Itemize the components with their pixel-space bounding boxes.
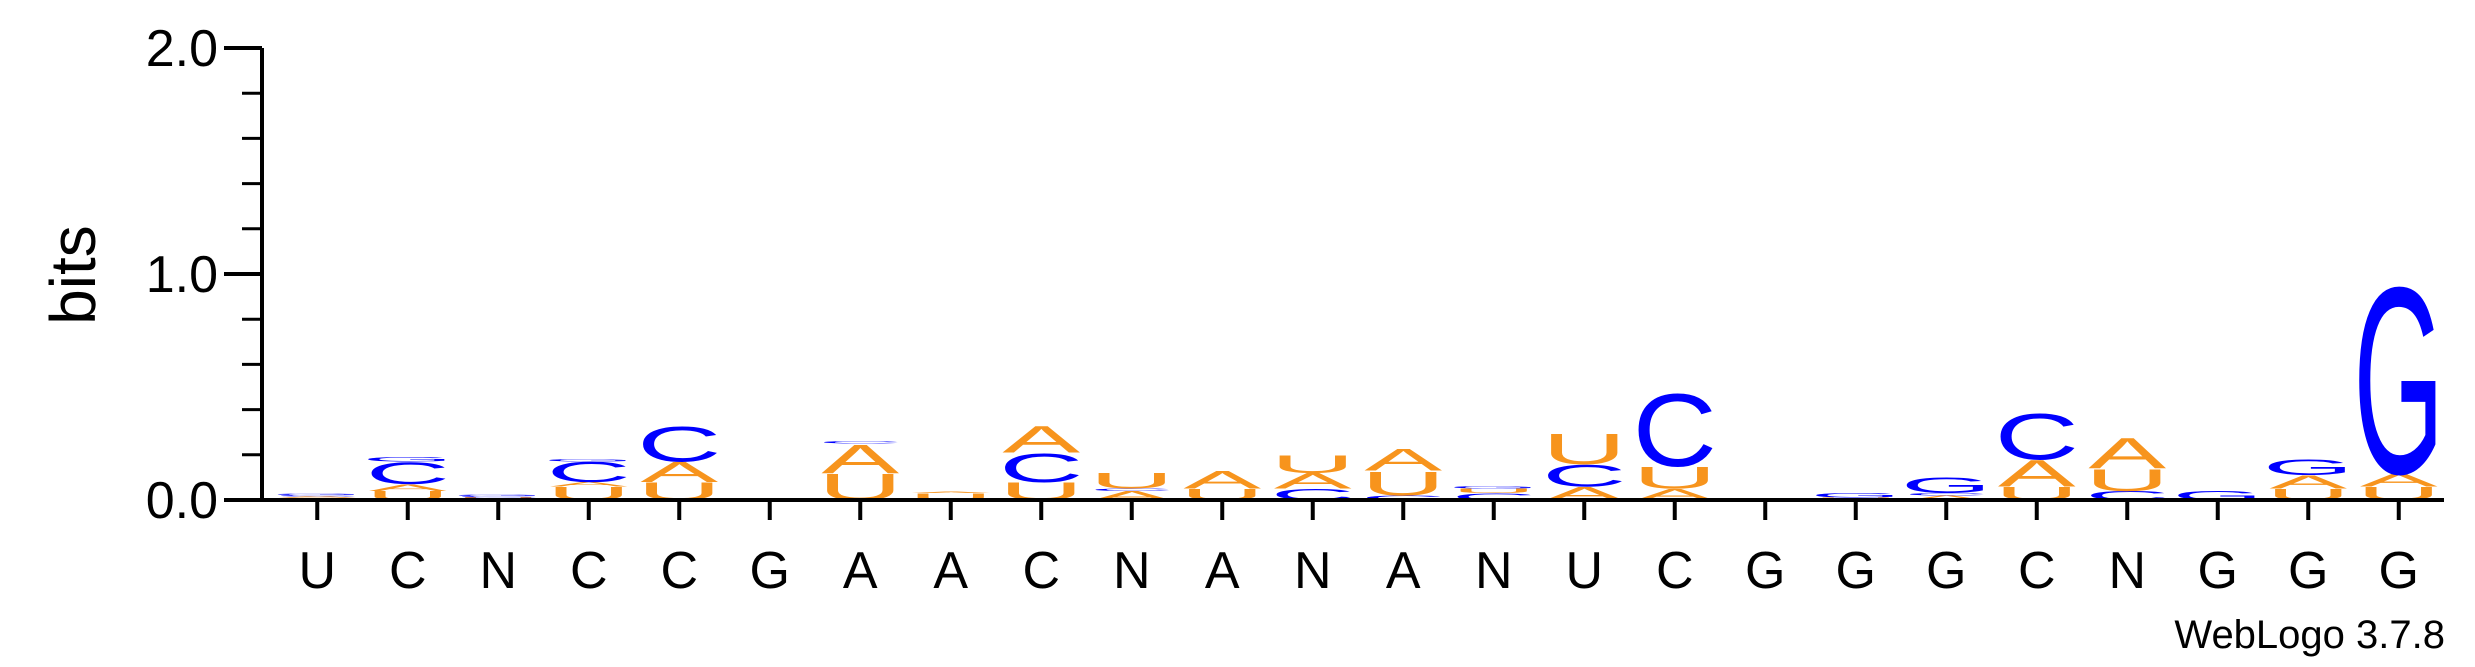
logo-letter-a: A [640, 456, 718, 488]
logo-letter-a: A [1183, 466, 1262, 494]
logo-letter-g: G [1901, 473, 1992, 498]
position-label: U [298, 542, 336, 600]
logo-letter-c: C [637, 417, 721, 473]
logo-letter-c: C [1542, 459, 1626, 494]
y-axis-title: bits [37, 225, 109, 325]
logo-letter-c: C [456, 496, 540, 498]
position-label: N [1294, 542, 1332, 600]
logo-letter-a: A [2360, 469, 2438, 490]
logo-letter-c: C [818, 441, 902, 444]
y-tick-label: 2.0 [146, 20, 218, 78]
logo-letter-c: C [999, 445, 1083, 491]
logo-letter-g: G [453, 495, 544, 497]
logo-letter-u: U [909, 491, 993, 502]
logo-letter-c: C [547, 456, 631, 488]
logo-letter-c: C [1904, 493, 1988, 496]
y-tick-label: 0.0 [146, 472, 218, 530]
logo-stacks: UACGUACGAUCGUACGUACGCUACUAUCAACUUACAUCUA… [272, 232, 2444, 530]
logo-letter-a: A [1274, 469, 1352, 494]
logo-letter-c: C [1090, 488, 1174, 491]
logo-letter-u: U [2085, 463, 2169, 498]
position-label: N [2108, 542, 2146, 600]
logo-letter-g: G [1810, 492, 1901, 499]
position-label: C [1656, 542, 1694, 600]
logo-letter-u: U [1633, 461, 1717, 496]
logo-letter-a: A [278, 496, 356, 499]
position-label: G [1745, 542, 1785, 600]
position-label: C [660, 542, 698, 600]
logo-letter-a: A [1907, 494, 1985, 501]
logo-letter-a: A [369, 482, 448, 493]
position-label: G [1836, 542, 1876, 600]
position-label: G [2379, 542, 2419, 600]
position-label: C [570, 542, 608, 600]
logo-letter-g: G [2353, 232, 2444, 530]
position-label: G [2198, 542, 2238, 600]
logo-letter-g: G [2263, 455, 2354, 480]
logo-letter-a: A [550, 481, 628, 488]
logo-letter-g: G [362, 456, 453, 463]
position-label: A [1386, 542, 1421, 600]
logo-letter-u: U [1361, 465, 1445, 504]
logo-letter-c: C [1995, 400, 2079, 474]
position-label: N [1113, 542, 1151, 600]
logo-letter-a: A [912, 492, 990, 494]
position-label: G [750, 542, 790, 600]
logo-letter-c: C [366, 456, 450, 491]
logo-letter-u: U [1090, 469, 1174, 494]
y-tick-label: 1.0 [146, 246, 218, 304]
position-label: A [1205, 542, 1240, 600]
position-label: C [2018, 542, 2056, 600]
position-label: A [843, 542, 878, 600]
logo-letter-c: C [1633, 373, 1717, 488]
logo-letter-g: G [543, 459, 634, 462]
logo-letter-c: C [275, 495, 359, 497]
logo-letter-g: G [1448, 486, 1539, 489]
y-ticks: 0.0 1.0 2.0 [146, 20, 262, 530]
logo-letter-a: A [1002, 419, 1080, 461]
weblogo-credit: WebLogo 3.7.8 [2174, 613, 2445, 657]
logo-letter-a: A [2269, 472, 2347, 493]
logo-letter-c: C [1452, 491, 1536, 502]
logo-letter-g: G [272, 494, 363, 496]
logo-letter-a: A [1364, 443, 1442, 478]
position-label: C [1022, 542, 1060, 600]
logo-letter-a: A [2088, 428, 2166, 477]
logo-letter-a: A [1998, 453, 2076, 495]
position-label: C [389, 542, 427, 600]
logo-letter-c: C [1361, 494, 1445, 501]
position-label: N [1475, 542, 1513, 600]
position-label: A [933, 542, 968, 600]
logo-letter-u: U [1271, 450, 1355, 478]
logo-letter-u: U [1542, 424, 1626, 473]
position-label: G [1926, 542, 1966, 600]
logo-letter-a: A [821, 436, 900, 482]
position-label: N [479, 542, 517, 600]
position-label: U [1565, 542, 1603, 600]
position-label: G [2288, 542, 2328, 600]
logo-letter-u: U [1452, 488, 1536, 495]
